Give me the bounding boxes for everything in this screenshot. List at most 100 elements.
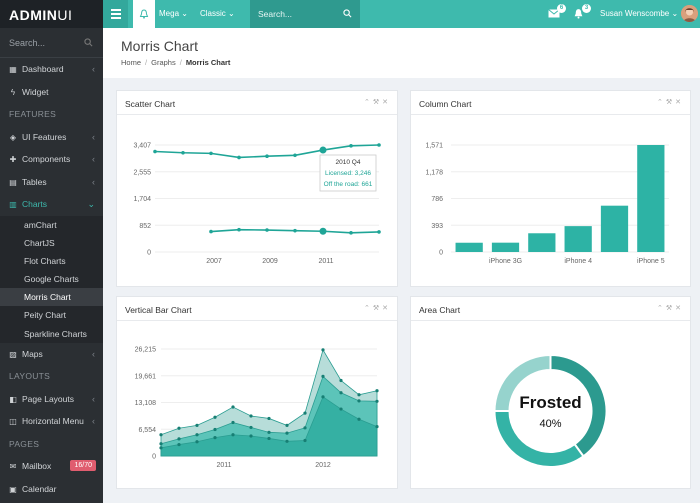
data-point xyxy=(285,423,289,427)
mail-icon: ✉ xyxy=(9,462,17,472)
breadcrumb-graphs[interactable]: Graphs xyxy=(151,58,176,67)
data-point xyxy=(159,442,163,446)
chevron-up-icon[interactable]: ⌃ xyxy=(656,305,666,312)
brand-logo[interactable]: ADMINUI xyxy=(0,0,103,28)
sidebar-item-ui-features[interactable]: ◈ UI Features ‹ xyxy=(0,126,103,149)
data-point xyxy=(237,227,241,232)
data-point xyxy=(375,425,379,429)
sidebar-item-components[interactable]: ✚ Components ‹ xyxy=(0,148,103,171)
mail-button[interactable]: 6 xyxy=(548,4,566,20)
column-chart: 1,571 1,178 786 393 0 iPhone 3G iPhone 4 iPhone… xyxy=(425,143,669,265)
data-point xyxy=(177,426,181,430)
panel-tools: ⌃⚒✕ xyxy=(364,304,391,312)
mega-menu[interactable]: Mega ⌄ xyxy=(159,9,188,18)
x-tick-label: 2011 xyxy=(318,258,333,265)
breadcrumb-home[interactable]: Home xyxy=(121,58,142,67)
sidebar-subitem-google[interactable]: Google Charts xyxy=(0,270,103,289)
data-point xyxy=(303,438,307,443)
data-point xyxy=(231,405,235,409)
data-point xyxy=(339,407,343,411)
classic-menu[interactable]: Classic ⌄ xyxy=(200,9,235,18)
data-point xyxy=(249,434,253,438)
sidebar-subitem-peity[interactable]: Peity Chart xyxy=(0,306,103,325)
bell-icon xyxy=(574,9,583,19)
chevron-left-icon: ‹ xyxy=(92,131,95,142)
sidebar-item-tables[interactable]: ▤ Tables ‹ xyxy=(0,171,103,194)
panel-header: Area Chart ⌃⚒✕ xyxy=(411,297,690,321)
y-tick-label: 1,571 xyxy=(425,143,443,150)
bell-button[interactable]: 3 xyxy=(573,4,591,20)
data-point xyxy=(209,229,213,234)
chevron-up-icon[interactable]: ⌃ xyxy=(656,99,666,106)
sidebar-item-charts[interactable]: ▥ Charts ⌄ xyxy=(0,193,103,216)
chevron-down-icon: ⌄ xyxy=(228,9,235,18)
chevron-up-icon[interactable]: ⌃ xyxy=(363,305,373,312)
top-search-input[interactable] xyxy=(258,7,338,21)
bell-count-badge: 3 xyxy=(582,4,591,13)
search-icon[interactable] xyxy=(343,9,352,18)
chevron-left-icon: ‹ xyxy=(92,416,95,427)
data-point xyxy=(293,228,297,233)
data-point xyxy=(321,374,325,379)
data-point xyxy=(339,391,343,395)
sidebar-item-mailbox[interactable]: ✉ Mailbox 16/70 xyxy=(0,455,103,478)
sidebar-item-maps[interactable]: ▨ Maps ‹ xyxy=(0,343,103,366)
wrench-icon[interactable]: ⚒ xyxy=(372,305,383,312)
wrench-icon[interactable]: ⚒ xyxy=(372,99,383,106)
sidebar-subitem-amchart[interactable]: amChart xyxy=(0,215,103,234)
data-point xyxy=(321,395,325,399)
data-point xyxy=(265,228,269,232)
close-icon[interactable]: ✕ xyxy=(382,305,391,312)
x-tick-label: 2012 xyxy=(315,462,331,469)
panel-title: Column Chart xyxy=(419,99,472,109)
chevron-up-icon[interactable]: ⌃ xyxy=(363,99,373,106)
panel-header: Column Chart ⌃⚒✕ xyxy=(411,91,690,115)
data-point xyxy=(177,437,181,441)
sidebar-search-input[interactable] xyxy=(6,35,96,51)
x-tick-label: 2007 xyxy=(206,258,222,265)
tooltip-line-1: Licensed: 3,246 xyxy=(325,170,371,177)
sidebar-subitem-sparkline[interactable]: Sparkline Charts xyxy=(0,324,103,343)
wrench-icon[interactable]: ⚒ xyxy=(665,305,676,312)
data-point xyxy=(321,348,325,352)
notification-tab[interactable] xyxy=(133,0,155,28)
breadcrumb: Home / Graphs / Morris Chart xyxy=(121,58,231,67)
sidebar-item-calendar[interactable]: ▣ Calendar xyxy=(0,478,103,501)
sidebar-subitem-chartjs[interactable]: ChartJS xyxy=(0,233,103,252)
chevron-left-icon: ‹ xyxy=(92,64,95,74)
search-icon[interactable] xyxy=(84,38,93,47)
donut-chart: Frosted 40% xyxy=(493,353,608,468)
vertical-bar-chart-panel: Vertical Bar Chart ⌃⚒✕ 26,215 19,661 13,10… xyxy=(116,296,398,489)
column-bar xyxy=(600,205,629,252)
sidebar-subitem-morris[interactable]: Morris Chart xyxy=(0,288,103,307)
panel-title: Vertical Bar Chart xyxy=(125,305,192,315)
sidebar-item-dashboard[interactable]: ▦ Dashboard ‹ xyxy=(0,58,103,81)
sidebar-subitem-flot[interactable]: Flot Charts xyxy=(0,251,103,271)
avatar[interactable] xyxy=(681,5,698,22)
wrench-icon[interactable]: ⚒ xyxy=(665,99,676,106)
sidebar-item-page-layouts[interactable]: ◧ Page Layouts ‹ xyxy=(0,388,103,411)
y-tick-label: 0 xyxy=(439,250,443,257)
chevron-left-icon: ‹ xyxy=(92,348,95,359)
section-features: FEATURES xyxy=(9,109,57,119)
panel-title: Area Chart xyxy=(419,305,461,315)
menu-toggle-button[interactable] xyxy=(103,0,128,28)
data-point xyxy=(195,423,199,427)
data-point xyxy=(231,433,235,437)
data-point xyxy=(375,389,379,393)
chevron-left-icon: ‹ xyxy=(92,393,95,404)
mail-count-badge: 6 xyxy=(557,4,566,13)
sidebar-item-horizontal-menu[interactable]: ◫ Horizontal Menu ‹ xyxy=(0,410,103,433)
panel-tools: ⌃⚒✕ xyxy=(364,98,391,106)
user-menu[interactable]: Susan Wenscombe ⌄ xyxy=(600,9,679,18)
close-icon[interactable]: ✕ xyxy=(382,99,391,106)
x-tick-label: 2009 xyxy=(262,258,278,265)
data-point xyxy=(357,393,361,397)
sidebar-item-widget[interactable]: ϟ Widget xyxy=(0,81,103,104)
x-tick-label: iPhone 4 xyxy=(564,258,592,265)
panel-header: Vertical Bar Chart ⌃⚒✕ xyxy=(117,297,397,321)
close-icon[interactable]: ✕ xyxy=(675,305,684,312)
data-point xyxy=(377,143,381,147)
close-icon[interactable]: ✕ xyxy=(675,99,684,106)
